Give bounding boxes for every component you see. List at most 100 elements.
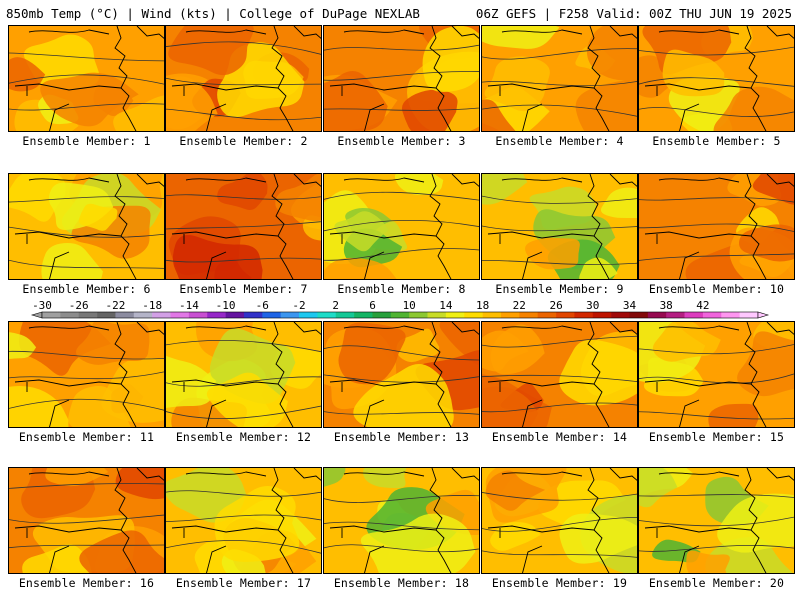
temperature-field-map xyxy=(324,174,479,279)
colorbar-max-arrow xyxy=(757,311,770,319)
colorbar-swatch xyxy=(666,312,685,318)
temperature-field-map xyxy=(639,174,794,279)
temperature-field-map xyxy=(166,26,321,131)
colorbar-swatch xyxy=(188,312,208,318)
temperature-colorbar: -30 -26 -22 -18 -14 -10 -6 -2 2 6 10 14 18 22 26 30 34 38… xyxy=(30,300,770,319)
ensemble-map-panel xyxy=(323,25,480,132)
colorbar-tick-label: 10 xyxy=(403,300,416,312)
ensemble-map-panel xyxy=(638,321,795,428)
colorbar-tick-label: -10 xyxy=(216,300,236,312)
ensemble-member-label: Ensemble Member: 14 xyxy=(491,430,628,444)
map-title: 850mb Temp (°C) | Wind (kts) | College o… xyxy=(6,6,420,21)
colorbar-swatch xyxy=(537,312,557,318)
colorbar-tick-label: -26 xyxy=(69,300,89,312)
ensemble-member-label: Ensemble Member: 10 xyxy=(648,282,785,296)
temperature-field-map xyxy=(9,322,164,427)
colorbar-tick-label: 30 xyxy=(586,300,599,312)
temperature-field-map xyxy=(482,468,637,573)
run-valid-time: 06Z GEFS | F258 Valid: 00Z THU JUN 19 20… xyxy=(475,6,792,21)
ensemble-member-label: Ensemble Member: 8 xyxy=(337,282,466,296)
colorbar-swatch xyxy=(317,312,337,318)
colorbar-tick-label: -6 xyxy=(256,300,269,312)
temperature-field-map xyxy=(482,322,637,427)
colorbar-swatch xyxy=(445,312,465,318)
colorbar-swatch xyxy=(225,312,245,318)
colorbar-swatch xyxy=(647,312,667,318)
colorbar-swatch xyxy=(42,312,61,318)
ensemble-map-panel xyxy=(8,467,165,574)
colorbar-swatch xyxy=(170,312,190,318)
colorbar-tick-label: 38 xyxy=(660,300,673,312)
colorbar-swatch xyxy=(78,312,98,318)
colorbar-swatch xyxy=(97,312,116,318)
ensemble-map-panel xyxy=(481,321,638,428)
temperature-field-map xyxy=(166,468,321,573)
ensemble-member-label: Ensemble Member: 12 xyxy=(175,430,312,444)
temperature-field-map xyxy=(639,322,794,427)
colorbar-swatch xyxy=(464,312,483,318)
ensemble-member-label: Ensemble Member: 7 xyxy=(179,282,308,296)
colorbar-tick-label: 6 xyxy=(369,300,376,312)
colorbar-swatch xyxy=(207,312,226,318)
ensemble-member-label: Ensemble Member: 18 xyxy=(333,576,470,590)
colorbar-swatch xyxy=(519,312,538,318)
colorbar-swatch xyxy=(427,312,447,318)
colorbar-tick-label: -18 xyxy=(142,300,162,312)
ensemble-member-label: Ensemble Member: 20 xyxy=(648,576,785,590)
ensemble-member-label: Ensemble Member: 2 xyxy=(179,134,308,148)
temperature-field-map xyxy=(324,468,479,573)
ensemble-map-panel xyxy=(165,173,322,280)
colorbar-swatch xyxy=(556,312,575,318)
colorbar-swatch xyxy=(629,312,649,318)
colorbar-tick-label: 14 xyxy=(439,300,453,312)
ensemble-member-label: Ensemble Member: 16 xyxy=(18,576,155,590)
colorbar-swatch xyxy=(372,312,392,318)
colorbar-tick-label: -22 xyxy=(105,300,125,312)
ensemble-member-label: Ensemble Member: 15 xyxy=(648,430,785,444)
ensemble-map-panel xyxy=(323,173,480,280)
temperature-field-map xyxy=(639,468,794,573)
ensemble-member-label: Ensemble Member: 13 xyxy=(333,430,470,444)
colorbar-tick-label: -2 xyxy=(292,300,305,312)
colorbar-swatch xyxy=(390,312,410,318)
ensemble-map-panel xyxy=(481,467,638,574)
ensemble-map-panel xyxy=(8,173,165,280)
temperature-field-map xyxy=(9,468,164,573)
temperature-field-map xyxy=(324,26,479,131)
colorbar-min-arrow xyxy=(30,311,43,319)
ensemble-map-panel xyxy=(323,467,480,574)
temperature-field-map xyxy=(9,26,164,131)
temperature-field-map xyxy=(9,174,164,279)
colorbar-swatch xyxy=(592,312,612,318)
ensemble-member-label: Ensemble Member: 11 xyxy=(18,430,155,444)
colorbar-swatch xyxy=(60,312,80,318)
colorbar-tick-label: 22 xyxy=(513,300,526,312)
ensemble-member-label: Ensemble Member: 5 xyxy=(652,134,781,148)
ensemble-map-panel xyxy=(165,321,322,428)
colorbar-swatch xyxy=(500,312,520,318)
colorbar-tick-label: 26 xyxy=(549,300,562,312)
ensemble-map-panel xyxy=(165,25,322,132)
ensemble-member-label: Ensemble Member: 19 xyxy=(491,576,628,590)
colorbar-swatch xyxy=(335,312,355,318)
temperature-field-map xyxy=(639,26,794,131)
colorbar-tick-label: 18 xyxy=(476,300,489,312)
colorbar-swatch xyxy=(262,312,281,318)
ensemble-member-label: Ensemble Member: 9 xyxy=(495,282,624,296)
ensemble-member-label: Ensemble Member: 17 xyxy=(175,576,312,590)
ensemble-map-panel xyxy=(8,321,165,428)
ensemble-map-panel xyxy=(638,173,795,280)
temperature-field-map xyxy=(166,322,321,427)
colorbar-swatch xyxy=(721,312,740,318)
colorbar-swatch xyxy=(299,312,318,318)
colorbar-swatch xyxy=(115,312,135,318)
ensemble-map-panel xyxy=(323,321,480,428)
colorbar-tick-label: 42 xyxy=(696,300,709,312)
colorbar-swatch xyxy=(702,312,722,318)
ensemble-map-panel xyxy=(638,467,795,574)
temperature-field-map xyxy=(324,322,479,427)
colorbar-swatch xyxy=(280,312,300,318)
colorbar-swatch xyxy=(409,312,428,318)
colorbar-swatch xyxy=(243,312,263,318)
colorbar-swatch xyxy=(482,312,502,318)
